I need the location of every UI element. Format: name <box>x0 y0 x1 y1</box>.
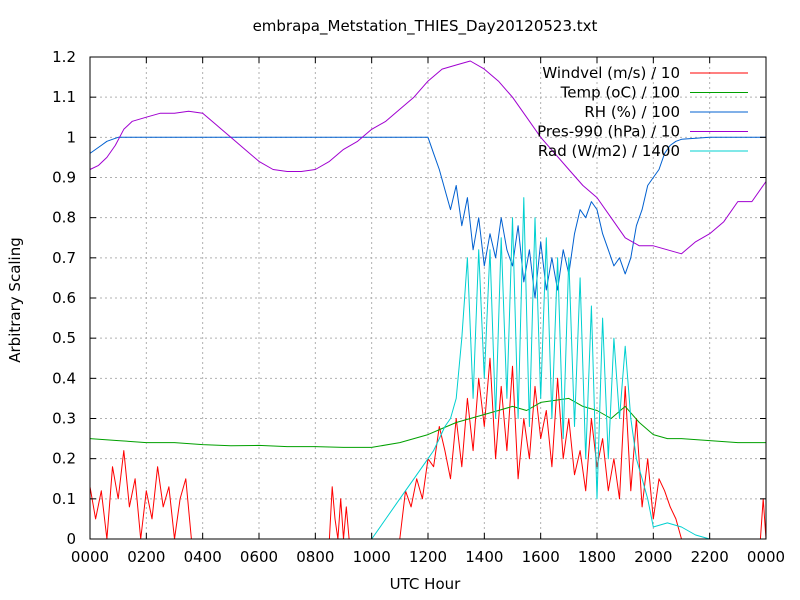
tick-layer: 0000 0200 0400 0600 0800 1000 1200 1400 1600 1800… <box>52 48 785 566</box>
x-tick-label: 0400 <box>184 548 222 566</box>
chart-title: embrapa_Metstation_THIES_Day20120523.txt <box>253 17 598 36</box>
legend-label: RH (%) / 100 <box>584 103 680 121</box>
x-tick-label: 0600 <box>240 548 278 566</box>
legend-label: Temp (oC) / 100 <box>560 84 680 102</box>
x-tick-label: 1800 <box>578 548 616 566</box>
legend-label: Windvel (m/s) / 10 <box>542 64 680 82</box>
x-tick-label: 0000 <box>747 548 785 566</box>
y-tick-label: 1.1 <box>52 88 76 106</box>
y-tick-label: 0.8 <box>52 209 76 227</box>
x-tick-label: 1200 <box>409 548 447 566</box>
x-tick-label: 1600 <box>522 548 560 566</box>
y-tick-label: 0.1 <box>52 490 76 508</box>
series-line-1 <box>89 357 767 540</box>
y-tick-label: 1.2 <box>52 48 76 66</box>
y-tick-label: 0.7 <box>52 249 76 267</box>
x-tick-label: 0000 <box>71 548 109 566</box>
x-tick-label: 1400 <box>465 548 503 566</box>
x-tick-label: 1000 <box>353 548 391 566</box>
series-layer <box>89 60 767 540</box>
x-tick-label: 0200 <box>127 548 165 566</box>
series-line-2 <box>89 397 766 448</box>
y-tick-label: 0.5 <box>52 329 76 347</box>
y-axis-label: Arbitrary Scaling <box>6 237 24 363</box>
series-line-5 <box>371 197 710 540</box>
x-tick-label: 2200 <box>691 548 729 566</box>
y-tick-label: 0.6 <box>52 289 76 307</box>
legend-label: Rad (W/m2) / 1400 <box>538 142 680 160</box>
x-tick-label: 0800 <box>296 548 334 566</box>
series-line-4 <box>89 60 767 255</box>
y-tick-label: 0 <box>66 530 76 548</box>
y-tick-label: 0.2 <box>52 450 76 468</box>
legend-label: Pres-990 (hPa) / 10 <box>537 123 680 141</box>
x-tick-label: 2000 <box>634 548 672 566</box>
y-tick-label: 0.3 <box>52 410 76 428</box>
y-tick-label: 1 <box>66 128 76 146</box>
y-tick-label: 0.4 <box>52 369 76 387</box>
x-axis-label: UTC Hour <box>390 575 461 593</box>
y-tick-label: 0.9 <box>52 169 76 187</box>
